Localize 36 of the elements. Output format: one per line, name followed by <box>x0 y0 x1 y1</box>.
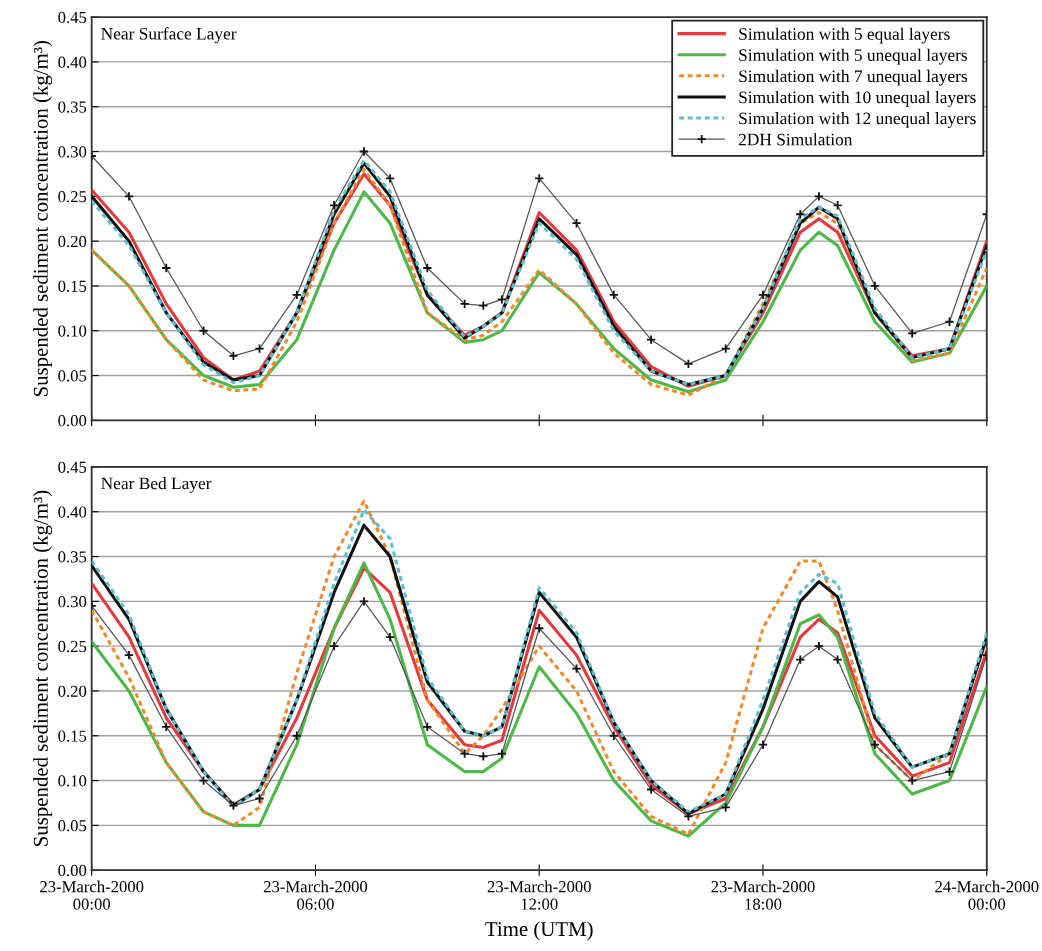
x-tick-label: 23-March-2000 00:00 <box>40 880 144 910</box>
legend-label: Simulation with 12 unequal layers <box>739 112 976 128</box>
y-tick-label: 0.30 <box>58 146 87 158</box>
legend-label: Simulation with 10 unequal layers <box>739 90 976 107</box>
y-tick-label: 0.15 <box>58 730 87 742</box>
y-tick-label: 0.25 <box>58 191 87 203</box>
x-tick-label: 23-March-2000 18:00 <box>711 880 815 910</box>
y-tick-label: 0.35 <box>58 551 87 563</box>
y-tick-label: 0.30 <box>58 596 87 608</box>
y-tick-label: 0.40 <box>58 506 87 518</box>
y-tick-label: 0.05 <box>58 820 87 832</box>
x-tick-label: 24-March-2000 00:00 <box>935 880 1039 910</box>
y-axis-title: Suspended sediment concentration (kg/m³) <box>33 40 53 397</box>
y-tick-label: 0.05 <box>58 370 87 382</box>
annotation: Near Bed Layer <box>101 477 212 493</box>
y-tick-label: 0.20 <box>58 685 87 697</box>
x-tick-label: 23-March-2000 06:00 <box>263 880 368 910</box>
y-tick-label: 0.45 <box>58 461 87 473</box>
legend-label: Simulation with 7 unequal layers <box>739 69 968 86</box>
y-tick-label: 0.20 <box>58 235 87 248</box>
y-tick-label: 0.45 <box>58 11 87 24</box>
y-tick-label: 0.10 <box>58 325 87 337</box>
annotation: Near Surface Layer <box>101 27 237 44</box>
y-axis-title: Suspended sediment concentration (kg/m³) <box>33 490 53 846</box>
y-tick-label: 0.40 <box>58 56 87 68</box>
x-tick-label: 23-March-2000 12:00 <box>487 880 591 910</box>
y-tick-label: 0.15 <box>58 280 87 292</box>
legend-label: Simulation with 5 equal layers <box>739 27 950 44</box>
y-tick-label: 0.00 <box>58 864 87 877</box>
y-tick-label: 0.35 <box>58 101 87 113</box>
x-axis-title: Time (UTM) <box>485 921 593 941</box>
legend-label: Simulation with 5 unequal layers <box>739 48 968 65</box>
y-tick-label: 0.00 <box>58 415 87 427</box>
y-tick-label: 0.25 <box>58 640 87 653</box>
y-tick-label: 0.10 <box>58 775 87 787</box>
legend-label: 2DH Simulation <box>738 133 853 146</box>
